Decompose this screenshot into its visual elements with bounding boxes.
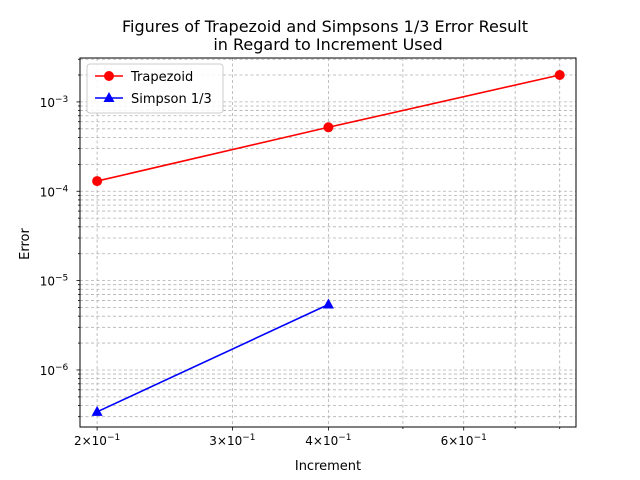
legend-trapezoid-label: Trapezoid — [130, 70, 193, 85]
data-point-circle — [554, 70, 565, 81]
y-tick-label: 10−3 — [40, 95, 69, 110]
legend-simpson-marker — [103, 92, 115, 102]
data-point-triangle — [91, 405, 103, 416]
y-tick-label: 10−4 — [40, 184, 69, 199]
data-point-circle — [323, 122, 334, 133]
y-tick-label: 10−6 — [40, 363, 69, 378]
legend: Trapezoid Simpson 1/3 — [86, 63, 224, 114]
plot-area — [79, 57, 577, 428]
legend-trapezoid-marker — [104, 71, 114, 81]
data-point-circle — [92, 176, 103, 187]
x-tick-label: 2×10−1 — [74, 433, 120, 448]
x-axis-label: Increment — [295, 459, 361, 474]
y-tick-label: 10−5 — [40, 274, 69, 289]
series-line-1 — [96, 303, 329, 413]
data-point-triangle — [322, 298, 334, 309]
legend-simpson-label: Simpson 1/3 — [131, 92, 212, 107]
y-axis-label: Error — [18, 228, 33, 260]
ticks: 2×10−1 3×10−1 4×10−1 6×10−1 10−6 10−5 10−4 10−3 — [40, 58, 561, 448]
chart-title-line1: Figures of Trapezoid and Simpsons 1/3 Er… — [122, 17, 528, 36]
series-layer — [91, 70, 565, 416]
x-tick-label: 6×10−1 — [441, 433, 487, 448]
x-tick-label: 3×10−1 — [209, 433, 255, 448]
x-tick-label: 4×10−1 — [305, 433, 351, 448]
chart-title-line2: in Regard to Increment Used — [213, 35, 442, 54]
